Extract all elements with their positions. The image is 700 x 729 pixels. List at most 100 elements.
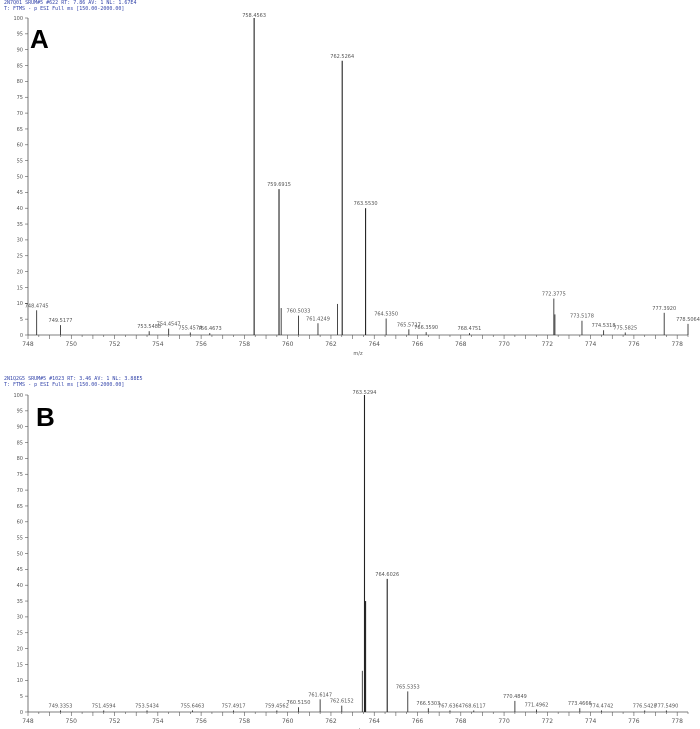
y-tick-label: 0 <box>20 333 23 339</box>
x-tick-label: 770 <box>498 341 510 348</box>
peak-label: 749.5177 <box>49 318 73 324</box>
peak-label: 777.3920 <box>652 306 676 312</box>
y-tick-label: 80 <box>17 79 23 85</box>
peak-label: 773.5178 <box>570 314 594 320</box>
y-tick-label: 65 <box>17 504 23 510</box>
peak-label: 756.4673 <box>198 326 222 332</box>
x-tick-label: 764 <box>369 341 381 348</box>
y-tick-label: 35 <box>17 222 23 228</box>
y-tick-label: 25 <box>17 631 23 637</box>
peak-label: 774.4742 <box>590 703 614 709</box>
x-tick-label: 766 <box>412 341 424 348</box>
y-tick-label: 95 <box>17 409 23 415</box>
peak-label: 768.4751 <box>458 326 482 332</box>
y-tick-label: 5 <box>20 317 23 323</box>
y-tick-label: 75 <box>17 472 23 478</box>
x-tick-label: 776 <box>628 341 640 348</box>
y-tick-label: 30 <box>17 238 23 244</box>
y-tick-label: 10 <box>17 301 23 307</box>
peak-label: 760.5150 <box>287 700 311 706</box>
panel-b-header-line2: T: FTMS - p ESI Full ms [150.00-2000.00] <box>4 382 125 388</box>
y-tick-label: 70 <box>17 111 23 117</box>
y-tick-label: 45 <box>17 567 23 573</box>
peak-label: 761.6147 <box>308 692 332 698</box>
peak-label: 753.5488 <box>137 324 161 330</box>
peak-label: 763.5294 <box>353 390 377 396</box>
peak-label: 749.3353 <box>49 703 73 709</box>
peak-label: 773.4666 <box>568 701 592 707</box>
y-tick-label: 85 <box>17 440 23 446</box>
x-tick-label: 766 <box>412 718 424 725</box>
x-tick-label: 776 <box>628 718 640 725</box>
x-tick-label: 768 <box>455 718 467 725</box>
y-tick-label: 90 <box>17 425 23 431</box>
panel-a-letter: A <box>30 24 49 54</box>
y-tick-label: 60 <box>17 143 23 149</box>
x-tick-label: 770 <box>498 718 510 725</box>
y-tick-label: 15 <box>17 662 23 668</box>
y-tick-label: 30 <box>17 615 23 621</box>
x-tick-label: 760 <box>282 341 294 348</box>
y-tick-label: 60 <box>17 520 23 526</box>
y-tick-label: 55 <box>17 535 23 541</box>
x-tick-label: 754 <box>152 341 164 348</box>
peak-label: 764.6026 <box>375 572 399 578</box>
y-tick-label: 70 <box>17 488 23 494</box>
x-tick-label: 762 <box>325 341 337 348</box>
peak-label: 751.4594 <box>92 703 116 709</box>
peak-label: 774.5318 <box>592 323 616 329</box>
peak-label: 748.4745 <box>25 303 49 309</box>
peak-label: 755.4574 <box>178 325 202 331</box>
y-tick-label: 100 <box>13 393 23 399</box>
y-tick-label: 25 <box>17 254 23 260</box>
y-tick-label: 15 <box>17 285 23 291</box>
peak-label: 754.4547 <box>157 322 181 328</box>
x-tick-label: 748 <box>22 341 34 348</box>
y-tick-label: 20 <box>17 646 23 652</box>
y-tick-label: 45 <box>17 190 23 196</box>
peak-label: 764.5350 <box>374 312 398 318</box>
peak-label: 766.5303 <box>416 701 440 707</box>
y-tick-label: 40 <box>17 583 23 589</box>
y-tick-label: 85 <box>17 63 23 69</box>
peak-label: 762.6152 <box>330 699 354 705</box>
y-tick-label: 90 <box>17 48 23 54</box>
y-tick-label: 80 <box>17 456 23 462</box>
panel-b-header-line1: 2N1Q2G5 SRUM#5 #1023 RT: 3.46 AV: 1 NL: … <box>4 376 143 382</box>
x-tick-label: 772 <box>542 718 554 725</box>
x-tick-label: 758 <box>239 718 251 725</box>
y-tick-label: 5 <box>20 694 23 700</box>
panel-a-header-line2: T: FTMS - p ESI Full ms [150.00-2000.00] <box>4 6 125 12</box>
x-tick-label: 758 <box>239 341 251 348</box>
peak-label: 753.5434 <box>135 703 159 709</box>
x-tick-label: 778 <box>671 718 683 725</box>
y-tick-label: 40 <box>17 206 23 212</box>
x-tick-label: 754 <box>152 718 164 725</box>
peak-label: 777.5490 <box>654 703 678 709</box>
peak-label: 761.4249 <box>306 316 330 322</box>
panel-b-letter: B <box>36 402 55 432</box>
x-tick-label: 750 <box>66 341 78 348</box>
y-tick-label: 100 <box>13 16 23 22</box>
x-tick-label: 768 <box>455 341 467 348</box>
y-tick-label: 50 <box>17 174 23 180</box>
y-tick-label: 0 <box>20 710 23 716</box>
peak-label: 755.6463 <box>181 703 205 709</box>
x-tick-label: 752 <box>109 718 121 725</box>
peak-label: 758.4563 <box>242 13 266 19</box>
y-tick-label: 65 <box>17 127 23 133</box>
x-tick-label: 764 <box>369 718 381 725</box>
peak-label: 759.4562 <box>265 703 289 709</box>
y-tick-label: 20 <box>17 269 23 275</box>
y-tick-label: 35 <box>17 599 23 605</box>
peak-label: 765.5353 <box>396 684 420 690</box>
spectrum-chart-a: 0 5 10 15 20 25 30 35 40 45 50 55 60 65 70 75 80 85 90 95 10… <box>13 13 699 357</box>
y-tick-label: 95 <box>17 32 23 38</box>
peak-label: 775.5825 <box>613 325 637 331</box>
panel-a-header-line1: 2N7Q01 SRUM#5 #622 RT: 7.86 AV: 1 NL: 1.… <box>4 0 137 6</box>
spectrum-chart-b: 0 5 10 15 20 25 30 35 40 45 50 55 60 65 70 75 80 85 90 95 10… <box>13 390 689 729</box>
peak-label: 766.3590 <box>414 325 438 331</box>
peak-label: 776.5428 <box>633 703 657 709</box>
x-tick-label: 760 <box>282 718 294 725</box>
peak-label: 765.5727 <box>397 322 421 328</box>
